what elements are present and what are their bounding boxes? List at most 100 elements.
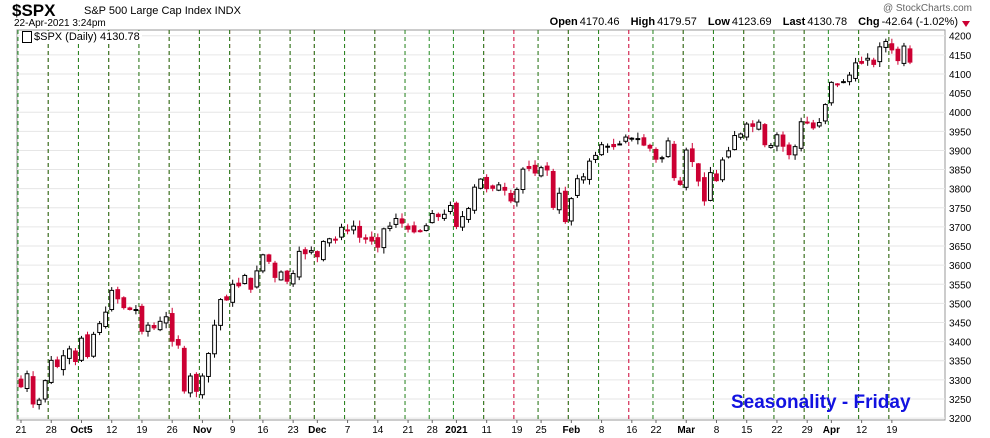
candle-body	[60, 355, 66, 371]
x-tick-label: Mar	[677, 425, 695, 436]
candle-body	[127, 307, 133, 310]
candle-body	[321, 240, 326, 261]
x-tick-label: 12	[856, 425, 868, 436]
x-tick-label: 29	[802, 425, 814, 436]
seasonality-annotation: Seasonality - Friday	[731, 392, 911, 413]
candle-body	[411, 225, 417, 233]
candle-body	[194, 373, 199, 392]
x-tick-label: 19	[886, 425, 898, 436]
candle-body	[647, 144, 653, 149]
last-label: Last	[782, 16, 806, 28]
candle-body	[36, 399, 42, 406]
x-tick-label: Nov	[193, 425, 212, 436]
candle-body	[435, 213, 441, 218]
candle-body	[568, 198, 574, 222]
candle-body	[387, 225, 393, 229]
y-tick-label: 3250	[949, 395, 972, 406]
candle-body	[671, 143, 677, 179]
symbol-title: $SPX	[12, 1, 56, 20]
x-tick-label: 11	[481, 425, 492, 436]
y-tick-label: 3450	[949, 319, 972, 330]
candle-body	[345, 229, 350, 232]
candle-body	[42, 380, 48, 400]
y-tick-label: 4200	[949, 32, 972, 43]
candle-body	[187, 375, 193, 394]
x-tick-label: 22	[650, 425, 662, 436]
candle-body	[689, 148, 695, 163]
candle-body	[780, 134, 786, 147]
candle-body	[115, 289, 121, 300]
y-tick-label: 3750	[949, 204, 972, 215]
candle-body	[544, 165, 550, 171]
candle-body	[272, 262, 278, 278]
x-tick-label: Feb	[562, 425, 580, 436]
candle-body	[381, 228, 387, 249]
candle-body	[877, 46, 883, 63]
candle-body	[538, 167, 544, 177]
chg-value: -42.64 (-1.02%)	[881, 16, 958, 28]
low-value: 4123.69	[731, 16, 772, 28]
candle-body	[756, 121, 762, 130]
x-tick-label: Apr	[823, 425, 840, 436]
candle-body	[145, 324, 151, 332]
x-tick-label: 16	[626, 425, 638, 436]
candle-body	[151, 325, 157, 329]
candle-body	[357, 225, 363, 238]
candle-body	[18, 378, 24, 388]
candle-body	[490, 185, 496, 189]
candle-body	[714, 173, 719, 182]
candle-body	[478, 178, 483, 189]
x-tick-label: 9	[230, 425, 236, 436]
candle-body	[393, 218, 399, 225]
candle-body	[429, 213, 435, 224]
candle-body	[514, 188, 520, 203]
candle-body	[109, 289, 115, 311]
candle-body	[369, 236, 375, 242]
candle-body	[351, 225, 356, 231]
candle-body	[816, 122, 822, 127]
candle-body	[79, 337, 84, 361]
y-tick-label: 3600	[949, 261, 972, 272]
y-tick-label: 3350	[949, 357, 972, 368]
candle-body	[635, 138, 641, 141]
candle-body	[405, 225, 411, 230]
candle-body	[581, 176, 586, 181]
candle-body	[907, 48, 913, 63]
x-tick-label: 21	[402, 425, 414, 436]
candle-body	[732, 135, 737, 151]
candle-body	[91, 333, 96, 357]
candle-body	[181, 347, 187, 392]
candle-body	[750, 123, 756, 127]
x-tick-label: 19	[511, 425, 523, 436]
candle-body	[466, 208, 471, 220]
candle-body	[212, 324, 217, 355]
x-tick-label: 7	[345, 425, 351, 436]
candle-body	[169, 313, 175, 342]
candle-body	[224, 296, 229, 301]
candle-body	[454, 202, 459, 228]
candle-body	[653, 148, 659, 160]
candle-body	[54, 359, 60, 367]
candle-body	[48, 359, 54, 383]
candle-body	[865, 57, 871, 61]
candle-body	[121, 297, 127, 309]
open-value: 4170.46	[579, 16, 620, 28]
candle-body	[417, 230, 423, 233]
down-arrow-icon	[962, 21, 970, 27]
candle-body	[617, 143, 623, 146]
candle-body	[508, 192, 514, 202]
x-tick-label: 16	[257, 425, 269, 436]
y-tick-label: 4150	[949, 51, 972, 62]
candle-body	[835, 83, 840, 86]
y-tick-label: 4100	[949, 70, 972, 81]
y-tick-label: 3950	[949, 127, 972, 138]
y-tick-label: 3300	[949, 376, 972, 387]
candle-body	[67, 348, 72, 359]
candle-body	[611, 143, 617, 148]
x-tick-label: 23	[288, 425, 300, 436]
candle-body	[157, 320, 163, 331]
legend-label: $SPX (Daily) 4130.78	[34, 31, 140, 43]
candle-body	[556, 192, 562, 211]
candle-body	[853, 62, 858, 79]
candle-body	[895, 48, 901, 62]
